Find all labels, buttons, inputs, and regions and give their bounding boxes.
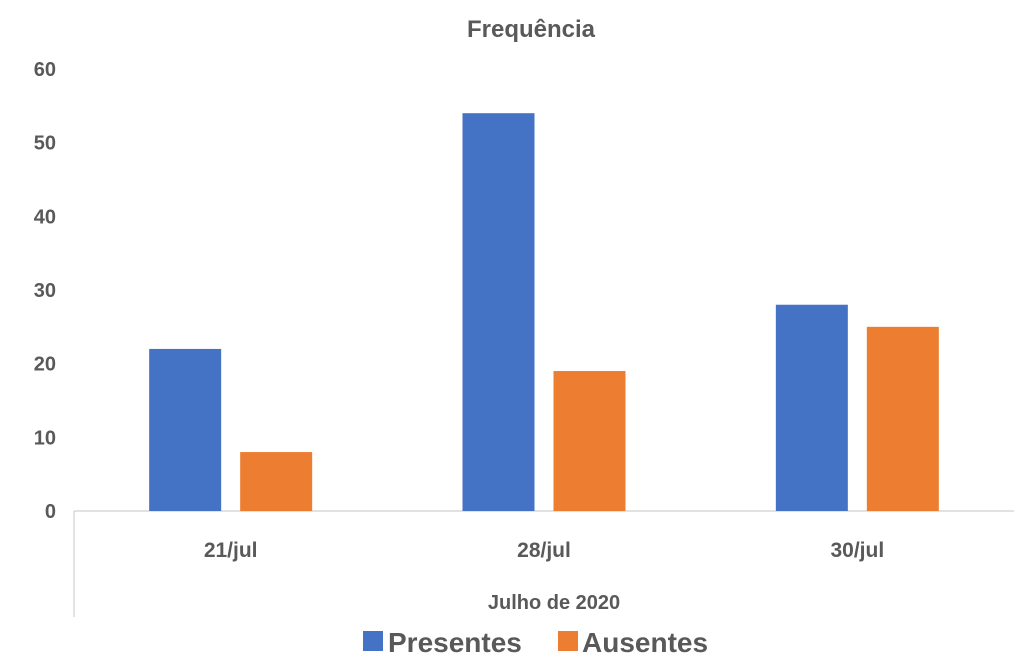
bars-group	[149, 113, 939, 511]
x-category-label: 28/jul	[517, 539, 571, 562]
x-axis-title: Julho de 2020	[488, 592, 620, 614]
y-tick-label: 10	[34, 427, 56, 449]
y-tick-label: 60	[34, 59, 56, 81]
legend: Presentes Ausentes	[363, 627, 708, 657]
bar-presentes-28-jul	[462, 113, 535, 511]
x-category-label: 30/jul	[830, 539, 884, 562]
bar-presentes-30-jul	[775, 304, 848, 511]
legend-swatch-presentes	[363, 631, 383, 651]
bar-ausentes-28-jul	[553, 371, 626, 511]
bar-presentes-21-jul	[149, 348, 222, 511]
legend-label-ausentes: Ausentes	[582, 627, 708, 657]
y-tick-label: 0	[45, 501, 56, 523]
legend-label-presentes: Presentes	[388, 627, 522, 657]
y-tick-label: 40	[34, 206, 56, 228]
x-axis-categories: 21/jul 28/jul 30/jul	[204, 539, 884, 562]
bar-ausentes-21-jul	[240, 452, 313, 511]
chart-title: Frequência	[467, 16, 596, 43]
y-axis-ticks: 0 10 20 30 40 50 60	[34, 59, 56, 523]
legend-swatch-ausentes	[558, 631, 578, 651]
y-tick-label: 30	[34, 280, 56, 302]
y-tick-label: 50	[34, 133, 56, 155]
y-tick-label: 20	[34, 354, 56, 376]
bar-ausentes-30-jul	[866, 326, 939, 511]
x-category-label: 21/jul	[204, 539, 258, 562]
